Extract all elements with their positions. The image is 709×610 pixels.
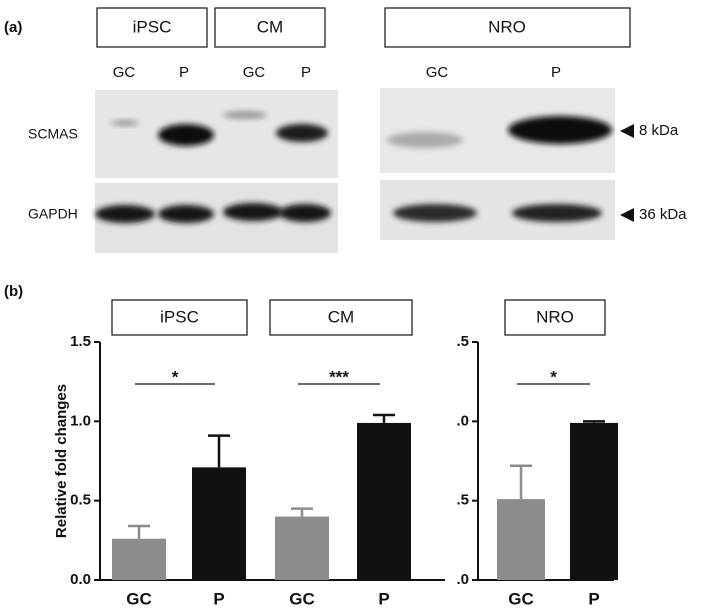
x-tick-label: P — [378, 589, 389, 608]
group-box — [504, 299, 606, 336]
lane-label: GC — [426, 64, 449, 81]
size-label: 8 kDa — [639, 122, 679, 139]
group-label: CM — [328, 307, 354, 326]
lane-label: GC — [113, 64, 136, 81]
y-tick-label: 1.0 — [70, 412, 91, 429]
group-label: CM — [257, 17, 283, 36]
lane-label: P — [301, 64, 311, 81]
lane-label: GC — [243, 64, 266, 81]
x-tick-label: GC — [508, 589, 534, 608]
bar — [497, 499, 545, 580]
error-bar — [291, 507, 313, 517]
group-label: NRO — [488, 17, 526, 36]
group-box — [111, 299, 248, 336]
group-box — [214, 7, 326, 48]
group-box — [96, 7, 208, 48]
bar — [112, 538, 166, 580]
y-tick-label: .0 — [456, 412, 469, 429]
bar — [357, 422, 411, 580]
y-axis-label: Relative fold changes — [53, 384, 70, 538]
lane-label: P — [179, 64, 189, 81]
significance-label: *** — [329, 367, 349, 386]
lane-label: P — [551, 64, 561, 81]
panel-label: (a) — [4, 19, 22, 36]
bar — [570, 422, 618, 580]
group-label: iPSC — [160, 307, 199, 326]
error-bar — [510, 464, 532, 500]
group-box — [384, 7, 631, 48]
x-tick-label: GC — [126, 589, 152, 608]
y-tick-label: 0.0 — [70, 571, 91, 588]
row-label: GAPDH — [28, 206, 78, 222]
error-bar — [128, 524, 150, 539]
bar — [192, 467, 246, 580]
significance-label: * — [550, 367, 557, 386]
error-bar — [583, 420, 605, 423]
y-tick-label: .5 — [456, 333, 469, 350]
y-tick-label: 0.5 — [70, 492, 91, 509]
x-tick-label: P — [588, 589, 599, 608]
y-tick-label: .0 — [456, 571, 469, 588]
x-tick-label: GC — [289, 589, 315, 608]
bar — [275, 516, 329, 580]
arrow — [620, 208, 634, 222]
panel-label: (b) — [4, 283, 23, 300]
significance-label: * — [172, 367, 179, 386]
x-tick-label: P — [213, 589, 224, 608]
error-bar — [208, 434, 230, 468]
y-tick-label: .5 — [456, 492, 469, 509]
group-box — [269, 299, 413, 336]
group-label: iPSC — [133, 17, 172, 36]
group-label: NRO — [536, 307, 574, 326]
y-tick-label: 1.5 — [70, 333, 91, 350]
blot — [95, 88, 615, 253]
arrow — [620, 124, 634, 138]
size-label: 36 kDa — [639, 206, 687, 223]
error-bar — [373, 413, 395, 423]
row-label: SCMAS — [28, 126, 78, 142]
